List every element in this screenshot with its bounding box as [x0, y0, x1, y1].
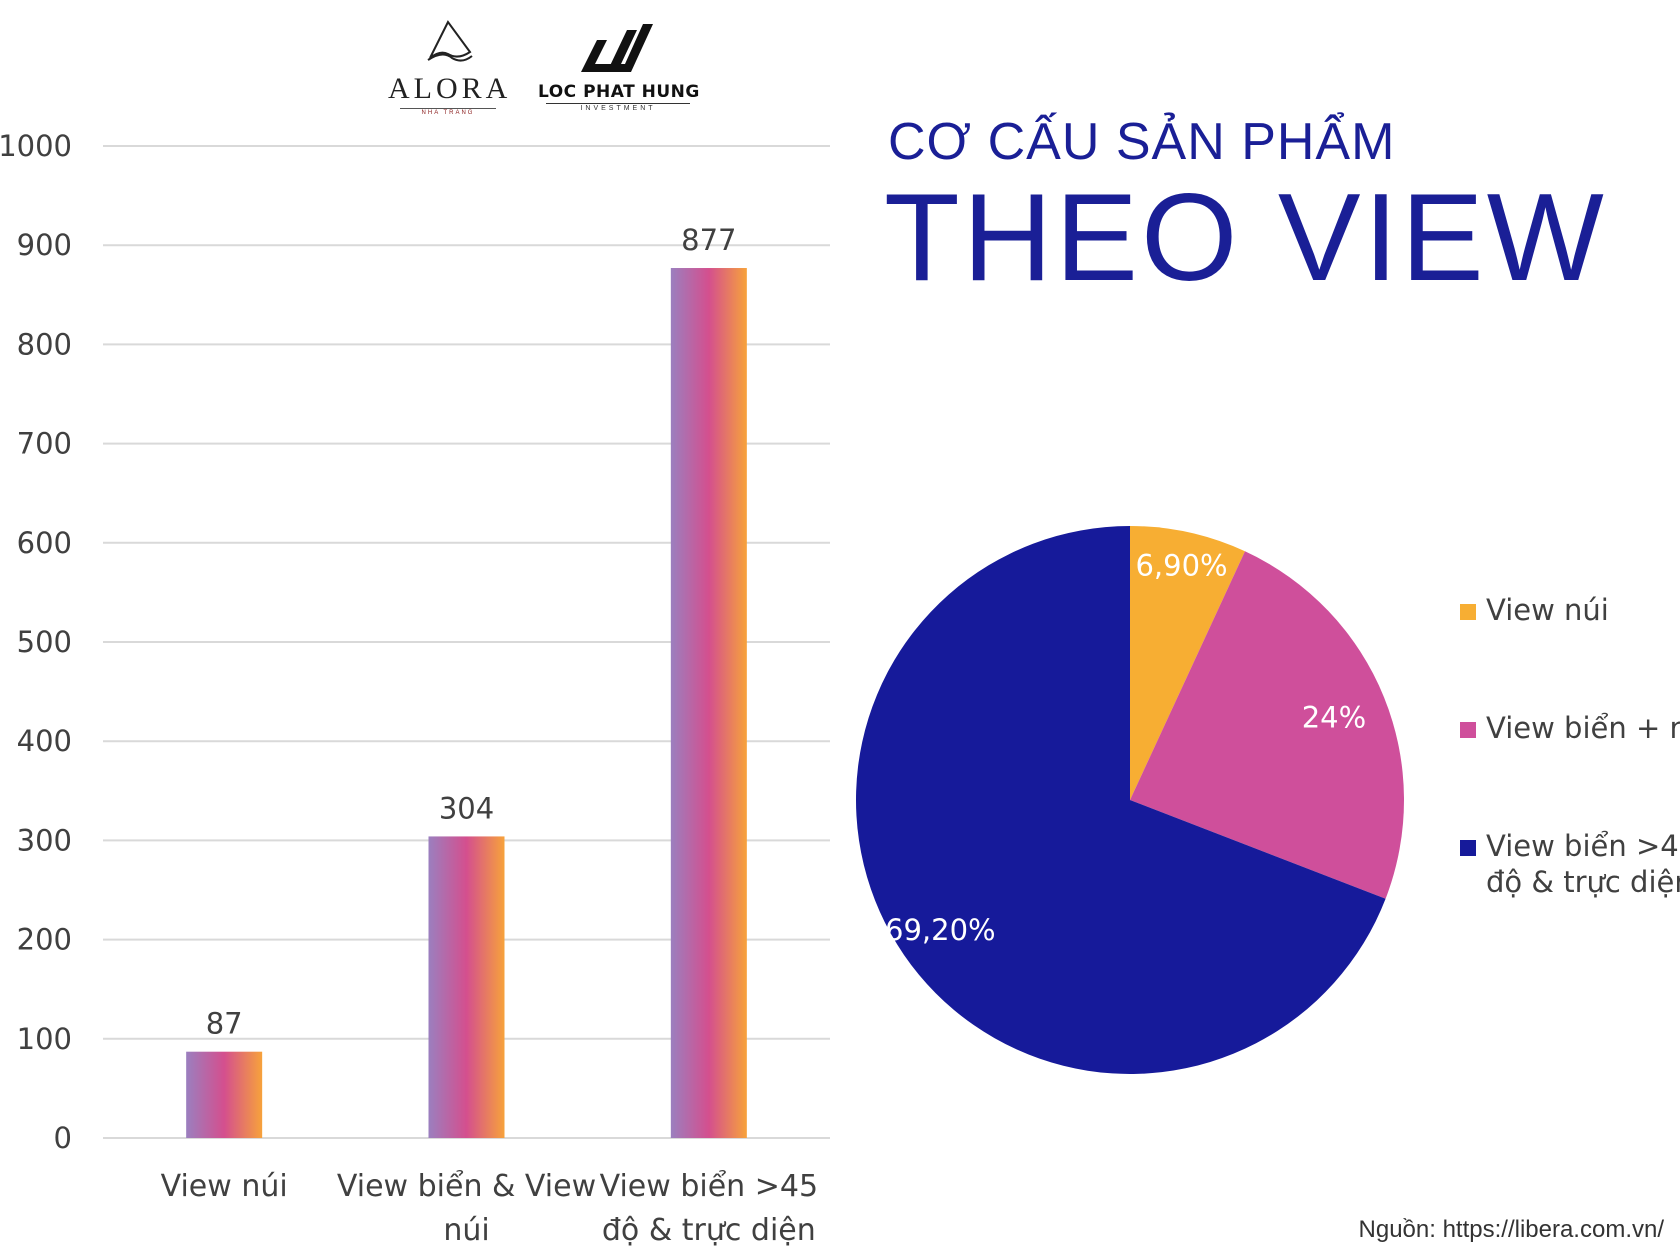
bar-data-label: 304 [439, 791, 494, 825]
loc-phat-hung-logo: LOC PHAT HUNG INVESTMENT [538, 20, 700, 115]
x-category-label: View biển & View [337, 1168, 596, 1204]
bar [186, 1051, 263, 1138]
y-tick-label: 100 [17, 1022, 72, 1056]
x-category-label: núi [443, 1213, 489, 1248]
pie-slice [1130, 551, 1404, 899]
pie-slice [1130, 526, 1245, 800]
y-tick-label: 600 [17, 526, 72, 560]
source-note: Nguồn: https://libera.com.vn/ [1358, 1216, 1664, 1243]
legend-label: View biển + núi [1486, 711, 1680, 745]
y-tick-label: 400 [17, 724, 72, 758]
y-tick-label: 500 [17, 625, 72, 659]
bar-chart: 0 100 200 300 400 500 600 700 800 900 1000 87 304 87… [0, 129, 830, 1248]
x-category-label: độ & trực diện [602, 1213, 816, 1248]
y-tick-label: 300 [17, 823, 72, 857]
y-tick-label: 700 [17, 427, 72, 461]
bar [670, 268, 747, 1138]
alora-logo: ALORA NHA TRANG [388, 20, 512, 116]
legend-label: độ & trực diện [1486, 865, 1680, 899]
pie-data-label: 6,90% [1135, 549, 1227, 583]
loc-phat-hung-logo-sub: INVESTMENT [546, 103, 690, 112]
bar [428, 836, 505, 1138]
x-category-label: View núi [161, 1169, 288, 1204]
alora-logo-word: ALORA [388, 72, 512, 105]
pie-slice [856, 526, 1386, 1074]
alora-mountain-icon [427, 20, 473, 62]
legend-swatch [1460, 722, 1476, 738]
y-tick-label: 800 [17, 327, 72, 361]
loc-phat-hung-mark-icon [581, 24, 653, 72]
pie-data-label: 69,20% [885, 913, 996, 947]
legend-label: View núi [1486, 593, 1609, 627]
chart-title-line1: CƠ CẤU SẢN PHẨM [888, 113, 1396, 171]
alora-logo-sub: NHA TRANG [400, 108, 496, 116]
pie-data-label: 24% [1302, 700, 1366, 734]
y-tick-label: 200 [17, 923, 72, 957]
y-tick-label: 0 [54, 1121, 72, 1155]
chart-title-line2: THEO VIEW [884, 169, 1607, 307]
bar-data-label: 877 [681, 223, 736, 257]
bar-data-label: 87 [206, 1007, 243, 1041]
y-tick-label: 900 [17, 228, 72, 262]
legend-swatch [1460, 604, 1476, 620]
x-category-label: View biển >45 [600, 1168, 818, 1204]
legend-label: View biển >45 [1486, 829, 1680, 863]
y-tick-label: 1000 [0, 129, 72, 163]
legend-swatch [1460, 840, 1476, 856]
loc-phat-hung-logo-word: LOC PHAT HUNG [538, 82, 700, 102]
